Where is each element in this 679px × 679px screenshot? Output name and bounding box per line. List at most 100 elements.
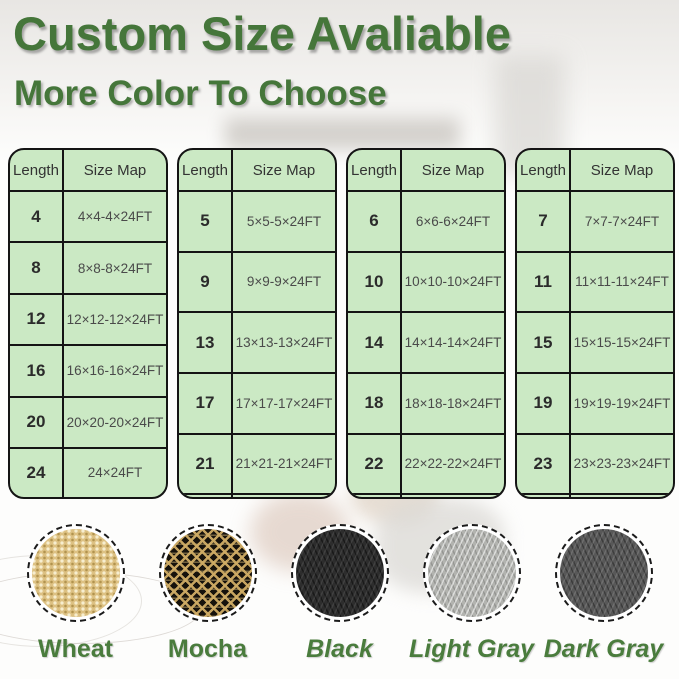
table-row: 20 20×20-20×24FT bbox=[10, 395, 166, 449]
table-row: 13 13×13-13×24FT bbox=[179, 311, 335, 374]
size-map-cell: 20×20-20×24FT bbox=[62, 395, 166, 449]
size-map-header: Size Map bbox=[400, 150, 504, 192]
black-fabric-sample bbox=[295, 529, 384, 617]
size-map-cell: 18×18-18×24FT bbox=[400, 371, 504, 435]
table-row: 12 12×12-12×24FT bbox=[10, 292, 166, 347]
size-map-cell: 17×17-17×24FT bbox=[231, 371, 335, 435]
size-map-cell: 15×15-15×24FT bbox=[569, 311, 673, 374]
length-cell: 20 bbox=[10, 395, 64, 449]
size-map-header: Size Map bbox=[231, 150, 335, 192]
table-row: 17 17×17-17×24FT bbox=[179, 371, 335, 435]
table-row: 10 10×10-10×24FT bbox=[348, 250, 504, 314]
length-cell: 15 bbox=[517, 311, 571, 374]
table-header-row: Length Size Map bbox=[179, 150, 335, 192]
length-cell: 21 bbox=[179, 432, 233, 496]
size-map-cell bbox=[569, 493, 673, 497]
size-map-header: Size Map bbox=[569, 150, 673, 192]
size-map-cell: 8×8-8×24FT bbox=[62, 241, 166, 295]
swatch-dashed-ring bbox=[290, 524, 389, 622]
length-cell: 12 bbox=[10, 292, 64, 347]
swatch-label-mocha: Mocha bbox=[167, 635, 248, 663]
size-map-cell: 23×23-23×24FT bbox=[569, 432, 673, 496]
table-header-row: Length Size Map bbox=[10, 150, 166, 192]
size-map-cell: 9×9-9×24FT bbox=[231, 250, 335, 314]
page-title: Custom Size Avaliable bbox=[13, 7, 511, 60]
size-map-cell: 22×22-22×24FT bbox=[400, 432, 504, 496]
wheat-fabric-sample bbox=[31, 529, 120, 617]
swatch-wheat: Wheat bbox=[12, 524, 139, 664]
table-row bbox=[348, 493, 504, 497]
length-cell: 17 bbox=[179, 371, 233, 435]
swatch-label-dark-gray: Dark Gray bbox=[543, 635, 664, 663]
size-map-cell bbox=[231, 493, 335, 497]
length-cell bbox=[348, 493, 402, 497]
length-cell: 24 bbox=[10, 446, 64, 497]
swatch-label-black: Black bbox=[306, 635, 373, 663]
length-cell: 9 bbox=[179, 250, 233, 314]
table-row: 7 7×7-7×24FT bbox=[517, 190, 673, 253]
size-table-2: Length Size Map 5 5×5-5×24FT 9 9×9-9×24FT … bbox=[177, 148, 337, 499]
table-row: 16 16×16-16×24FT bbox=[10, 344, 166, 398]
table-row: 8 8×8-8×24FT bbox=[10, 241, 166, 295]
table-row: 15 15×15-15×24FT bbox=[517, 311, 673, 374]
table-header-row: Length Size Map bbox=[348, 150, 504, 192]
length-cell bbox=[179, 493, 233, 497]
size-map-cell: 19×19-19×24FT bbox=[569, 371, 673, 435]
length-header: Length bbox=[348, 150, 402, 192]
size-map-cell bbox=[400, 493, 504, 497]
table-row: 11 11×11-11×24FT bbox=[517, 250, 673, 314]
size-map-cell: 24×24FT bbox=[62, 446, 166, 497]
swatch-dark-gray: Dark Gray bbox=[540, 524, 667, 664]
table-header-row: Length Size Map bbox=[517, 150, 673, 192]
table-row: 24 24×24FT bbox=[10, 446, 166, 497]
table-row: 22 22×22-22×24FT bbox=[348, 432, 504, 496]
length-cell: 7 bbox=[517, 190, 571, 253]
swatch-black: Black bbox=[276, 524, 403, 664]
swatch-dashed-ring bbox=[26, 524, 125, 622]
length-cell: 10 bbox=[348, 250, 402, 314]
background-artifact bbox=[225, 118, 460, 150]
size-map-cell: 11×11-11×24FT bbox=[569, 250, 673, 314]
length-cell: 19 bbox=[517, 371, 571, 435]
page-subtitle: More Color To Choose bbox=[14, 74, 387, 113]
size-map-cell: 13×13-13×24FT bbox=[231, 311, 335, 374]
table-row: 21 21×21-21×24FT bbox=[179, 432, 335, 496]
length-cell bbox=[517, 493, 571, 497]
table-row bbox=[517, 493, 673, 497]
mocha-fabric-sample bbox=[163, 529, 252, 617]
dark-gray-fabric-sample bbox=[559, 529, 648, 617]
color-swatches-row: Wheat Mocha Black Light Gray Dark Gray bbox=[0, 524, 679, 664]
swatch-mocha: Mocha bbox=[144, 524, 271, 664]
swatch-label-wheat: Wheat bbox=[38, 635, 113, 663]
table-row: 5 5×5-5×24FT bbox=[179, 190, 335, 253]
size-map-cell: 16×16-16×24FT bbox=[62, 344, 166, 398]
length-cell: 16 bbox=[10, 344, 64, 398]
length-header: Length bbox=[10, 150, 64, 192]
table-row: 18 18×18-18×24FT bbox=[348, 371, 504, 435]
length-cell: 14 bbox=[348, 311, 402, 374]
table-row: 23 23×23-23×24FT bbox=[517, 432, 673, 496]
light-gray-fabric-sample bbox=[427, 529, 516, 617]
swatch-dashed-ring bbox=[422, 524, 521, 622]
size-map-header: Size Map bbox=[62, 150, 166, 192]
length-cell: 11 bbox=[517, 250, 571, 314]
table-row bbox=[179, 493, 335, 497]
length-cell: 13 bbox=[179, 311, 233, 374]
size-map-cell: 12×12-12×24FT bbox=[62, 292, 166, 347]
size-table-3: Length Size Map 6 6×6-6×24FT 10 10×10-10×2… bbox=[346, 148, 506, 499]
length-cell: 18 bbox=[348, 371, 402, 435]
swatch-label-light-gray: Light Gray bbox=[408, 635, 534, 663]
length-cell: 5 bbox=[179, 190, 233, 253]
size-table-4: Length Size Map 7 7×7-7×24FT 11 11×11-11×2… bbox=[515, 148, 675, 499]
length-cell: 8 bbox=[10, 241, 64, 295]
size-map-cell: 7×7-7×24FT bbox=[569, 190, 673, 253]
table-row: 9 9×9-9×24FT bbox=[179, 250, 335, 314]
size-map-cell: 10×10-10×24FT bbox=[400, 250, 504, 314]
size-map-cell: 21×21-21×24FT bbox=[231, 432, 335, 496]
table-row: 19 19×19-19×24FT bbox=[517, 371, 673, 435]
length-cell: 6 bbox=[348, 190, 402, 253]
size-tables-row: Length Size Map 4 4×4-4×24FT 8 8×8-8×24FT … bbox=[8, 148, 675, 499]
swatch-dashed-ring bbox=[554, 524, 653, 622]
length-cell: 23 bbox=[517, 432, 571, 496]
